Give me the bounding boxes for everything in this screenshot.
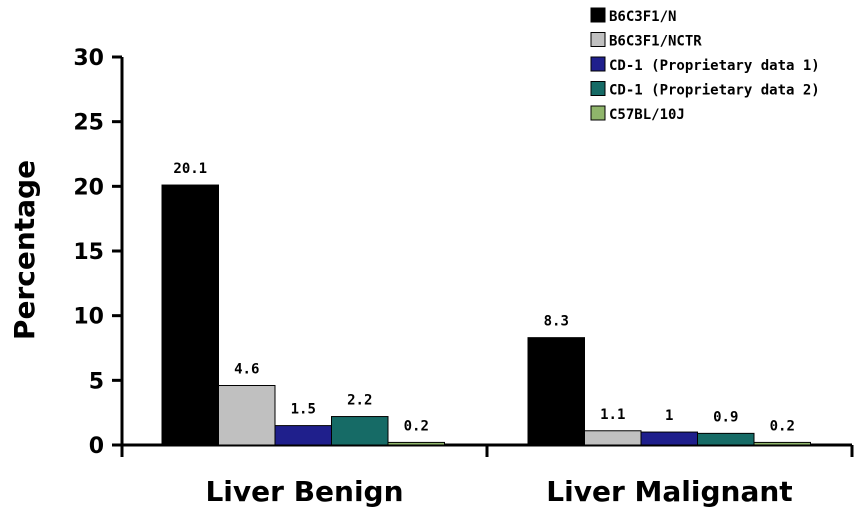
- x-category-label: Liver Malignant: [546, 475, 792, 508]
- bar: [753, 441, 811, 446]
- bar: [387, 441, 445, 446]
- data-label: 2.2: [347, 393, 372, 409]
- bar: [161, 184, 219, 446]
- data-label: 8.3: [544, 314, 569, 330]
- data-label: 1.5: [291, 402, 316, 418]
- data-label: 0.9: [713, 409, 738, 425]
- bar: [697, 432, 755, 446]
- bar: [331, 416, 389, 446]
- legend-entry: B6C3F1/N: [609, 9, 676, 25]
- y-tick-label: 25: [73, 111, 104, 136]
- x-axis: Liver Benign Liver Malignant: [120, 443, 854, 508]
- y-tick-label: 5: [89, 369, 104, 394]
- legend-swatch: [590, 56, 606, 72]
- bars: [161, 184, 811, 446]
- bar: [527, 337, 585, 446]
- legend-entry: B6C3F1/NCTR: [609, 34, 702, 50]
- legend-entry: CD-1 (Proprietary data 2): [609, 83, 820, 99]
- legend-entry: CD-1 (Proprietary data 1): [609, 58, 820, 74]
- legend-swatch: [590, 81, 606, 96]
- y-tick-label: 0: [89, 434, 104, 459]
- legend-swatch: [590, 32, 606, 47]
- data-label: 0.2: [770, 418, 795, 434]
- y-axis: 0 5 10 15 20 25 30: [73, 46, 124, 459]
- legend-entry: C57BL/10J: [609, 107, 685, 123]
- bar: [640, 431, 698, 446]
- y-axis-label: Percentage: [8, 160, 41, 340]
- bar: [274, 425, 332, 446]
- y-tick-label: 20: [73, 175, 104, 200]
- x-category-label: Liver Benign: [205, 475, 403, 508]
- data-label: 1: [665, 408, 673, 424]
- data-label: 1.1: [600, 407, 625, 423]
- data-label: 4.6: [234, 362, 259, 378]
- data-label: 0.2: [404, 418, 429, 434]
- bar: [584, 430, 642, 446]
- data-labels: 20.1 4.6 1.5 2.2 0.2 8.3 1.1 1 0.9 0.2: [173, 161, 795, 434]
- legend-swatch: [590, 105, 606, 121]
- y-tick-label: 15: [73, 240, 104, 265]
- y-tick-label: 30: [73, 46, 104, 71]
- legend-swatch: [590, 7, 606, 23]
- y-tick-label: 10: [73, 305, 104, 330]
- legend: B6C3F1/N B6C3F1/NCTR CD-1 (Proprietary dat…: [590, 7, 820, 123]
- bar: [218, 385, 276, 446]
- data-label: 20.1: [173, 161, 207, 177]
